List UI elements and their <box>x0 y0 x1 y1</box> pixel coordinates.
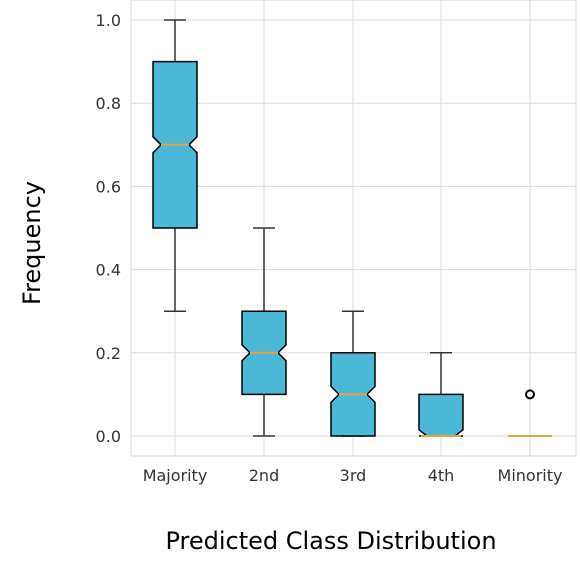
y-tick-labels: 0.0 0.2 0.4 0.6 0.8 1.0 <box>96 11 121 446</box>
y-axis-label: Frequency <box>18 181 46 305</box>
x-tick-label: Majority <box>143 466 208 485</box>
x-tick-label: 4th <box>428 466 455 485</box>
y-tick-label: 0.6 <box>96 177 121 196</box>
box-2nd <box>242 228 286 436</box>
y-tick-label: 0.0 <box>96 427 121 446</box>
y-tick-label: 0.2 <box>96 344 121 363</box>
x-axis-label: Predicted Class Distribution <box>165 527 496 555</box>
box-3rd <box>331 311 375 436</box>
y-tick-label: 0.4 <box>96 261 121 280</box>
box-majority <box>153 20 197 311</box>
y-tick-label: 0.8 <box>96 94 121 113</box>
x-tick-label: 2nd <box>249 466 279 485</box>
y-tick-label: 1.0 <box>96 11 121 30</box>
x-tick-label: 3rd <box>340 466 367 485</box>
box-4th <box>419 353 463 436</box>
x-tick-labels: Majority 2nd 3rd 4th Minority <box>143 466 563 485</box>
x-tick-label: Minority <box>498 466 563 485</box>
box-body <box>419 394 463 436</box>
